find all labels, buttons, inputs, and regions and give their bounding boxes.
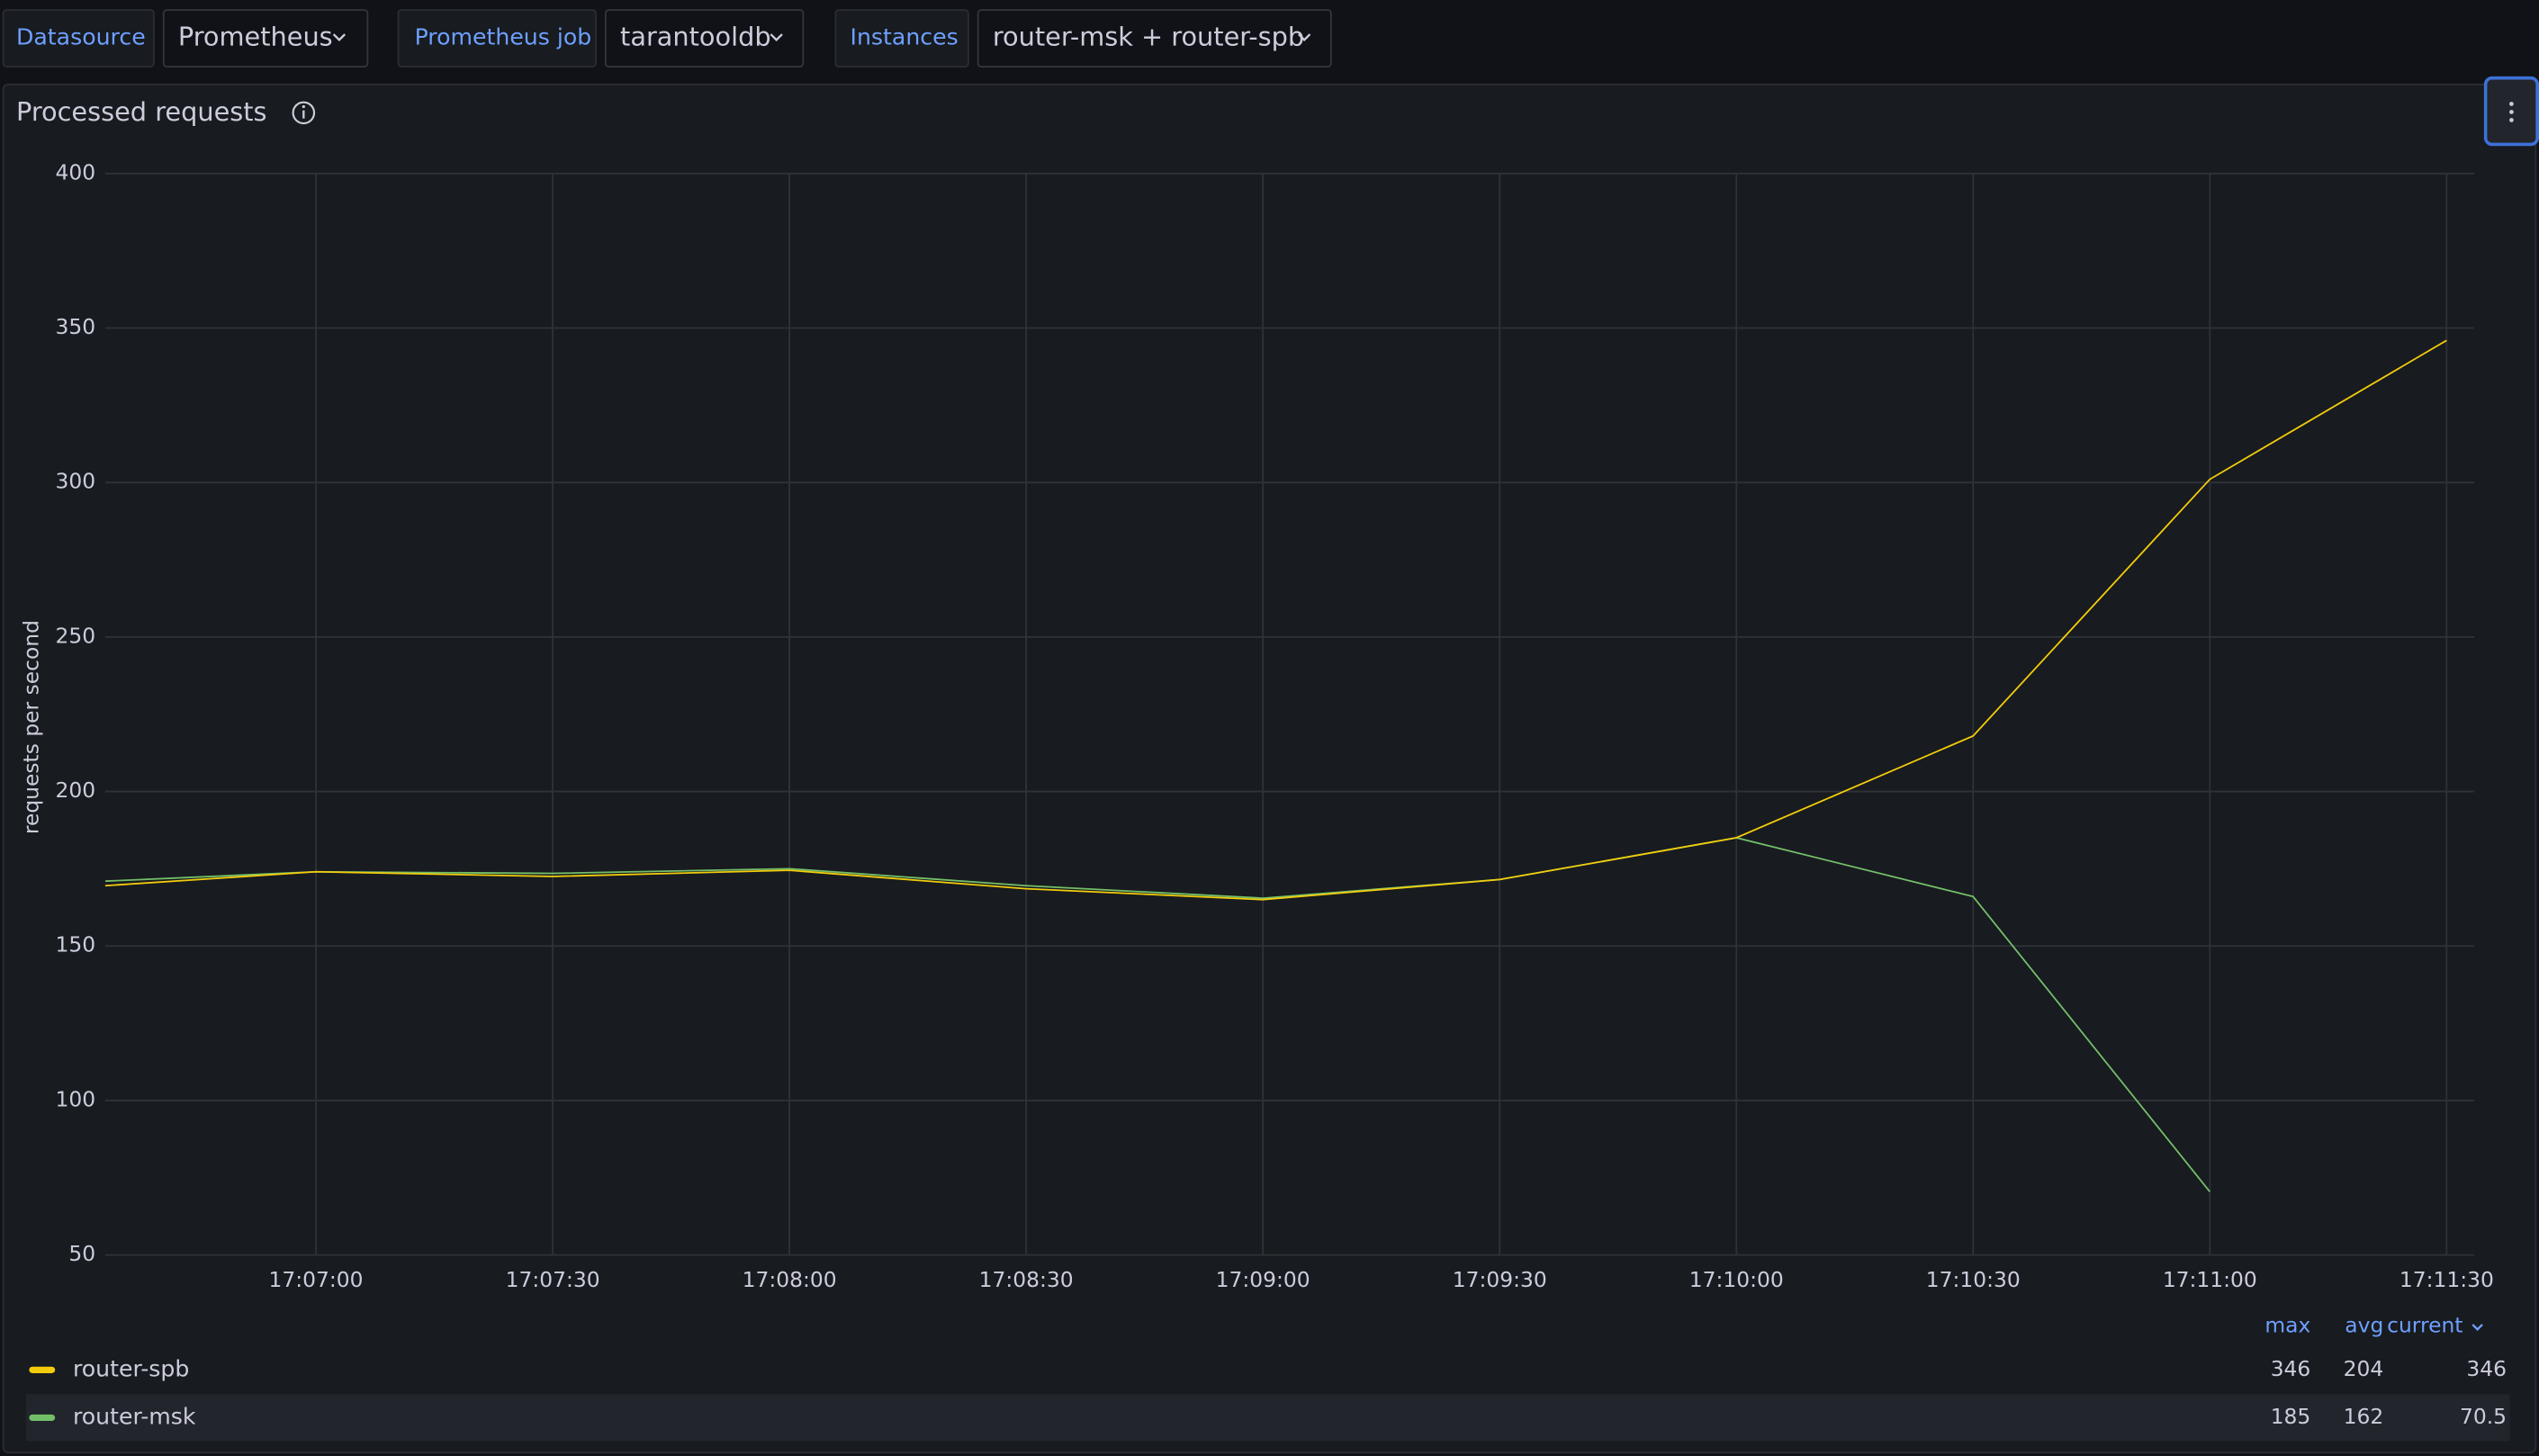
- legend-stat: 346: [2271, 1356, 2311, 1381]
- variable-bar: Datasource Prometheus Prometheus job tar…: [2, 9, 1332, 67]
- menu-dots[interactable]: [2509, 102, 2514, 122]
- legend-row-highlight: [25, 1394, 2510, 1442]
- legend-swatch: [29, 1414, 56, 1422]
- x-tick-label: 17:09:30: [1453, 1267, 1547, 1292]
- variable-label: Prometheus job: [415, 24, 592, 50]
- legend-stat: 70.5: [2460, 1404, 2507, 1429]
- y-tick-label: 400: [56, 159, 96, 184]
- variable-label: Instances: [851, 24, 959, 50]
- variable-label-box: [834, 9, 969, 67]
- x-tick-label: 17:07:00: [269, 1267, 364, 1292]
- variable-value[interactable]: tarantooldb: [620, 22, 771, 52]
- variable-select[interactable]: [977, 9, 1332, 67]
- y-axis-label: requests per second: [18, 620, 43, 834]
- info-icon[interactable]: [292, 101, 316, 125]
- x-tick-label: 17:10:30: [1926, 1267, 2021, 1292]
- variable-select[interactable]: [604, 9, 805, 67]
- variable-label-box: [2, 9, 155, 67]
- y-tick-label: 250: [56, 623, 96, 648]
- x-tick-label: 17:11:00: [2163, 1267, 2257, 1292]
- panel-title: Processed requests: [16, 96, 267, 127]
- legend-column-header[interactable]: current: [2387, 1312, 2462, 1337]
- legend-label[interactable]: router-spb: [73, 1355, 189, 1381]
- legend-swatch: [29, 1366, 56, 1373]
- x-tick-label: 17:08:30: [979, 1267, 1074, 1292]
- x-tick-label: 17:07:30: [506, 1267, 600, 1292]
- y-tick-label: 200: [56, 777, 96, 803]
- y-tick-label: 350: [56, 314, 96, 339]
- legend-stat: 162: [2344, 1404, 2384, 1429]
- variable-value[interactable]: Prometheus: [178, 22, 333, 52]
- variable-label-box: [397, 9, 597, 67]
- legend-column-header[interactable]: max: [2264, 1312, 2310, 1337]
- dot[interactable]: [2509, 110, 2514, 114]
- info-dot[interactable]: [302, 104, 305, 109]
- chevron: [770, 33, 783, 42]
- sort-chevron: [2471, 1324, 2483, 1332]
- legend-label[interactable]: router-msk: [73, 1403, 196, 1429]
- variable-label: Datasource: [16, 24, 146, 50]
- series-line: [104, 339, 2447, 901]
- legend-stat: 204: [2344, 1356, 2384, 1381]
- y-tick-label: 50: [68, 1241, 95, 1266]
- x-tick-label: 17:10:00: [1689, 1267, 1784, 1292]
- variable-value[interactable]: router-msk + router-spb: [993, 22, 1304, 52]
- dot[interactable]: [2509, 118, 2514, 122]
- panel: [2, 83, 2537, 1453]
- y-tick-label: 150: [56, 932, 96, 957]
- x-tick-label: 17:11:30: [2399, 1267, 2494, 1292]
- y-tick-label: 300: [56, 469, 96, 494]
- y-tick-label: 100: [56, 1086, 96, 1111]
- legend-stat: 185: [2271, 1404, 2311, 1429]
- chevron: [332, 33, 347, 42]
- variable-select[interactable]: [162, 9, 369, 67]
- x-tick-label: 17:08:00: [743, 1267, 837, 1292]
- x-tick-label: 17:09:00: [1216, 1267, 1310, 1292]
- chevron: [1298, 33, 1311, 42]
- info-circle[interactable]: [292, 101, 316, 125]
- legend-column-header[interactable]: avg: [2345, 1312, 2383, 1337]
- series-line: [104, 837, 2210, 1192]
- legend-stat: 346: [2466, 1356, 2507, 1381]
- dot[interactable]: [2509, 102, 2514, 106]
